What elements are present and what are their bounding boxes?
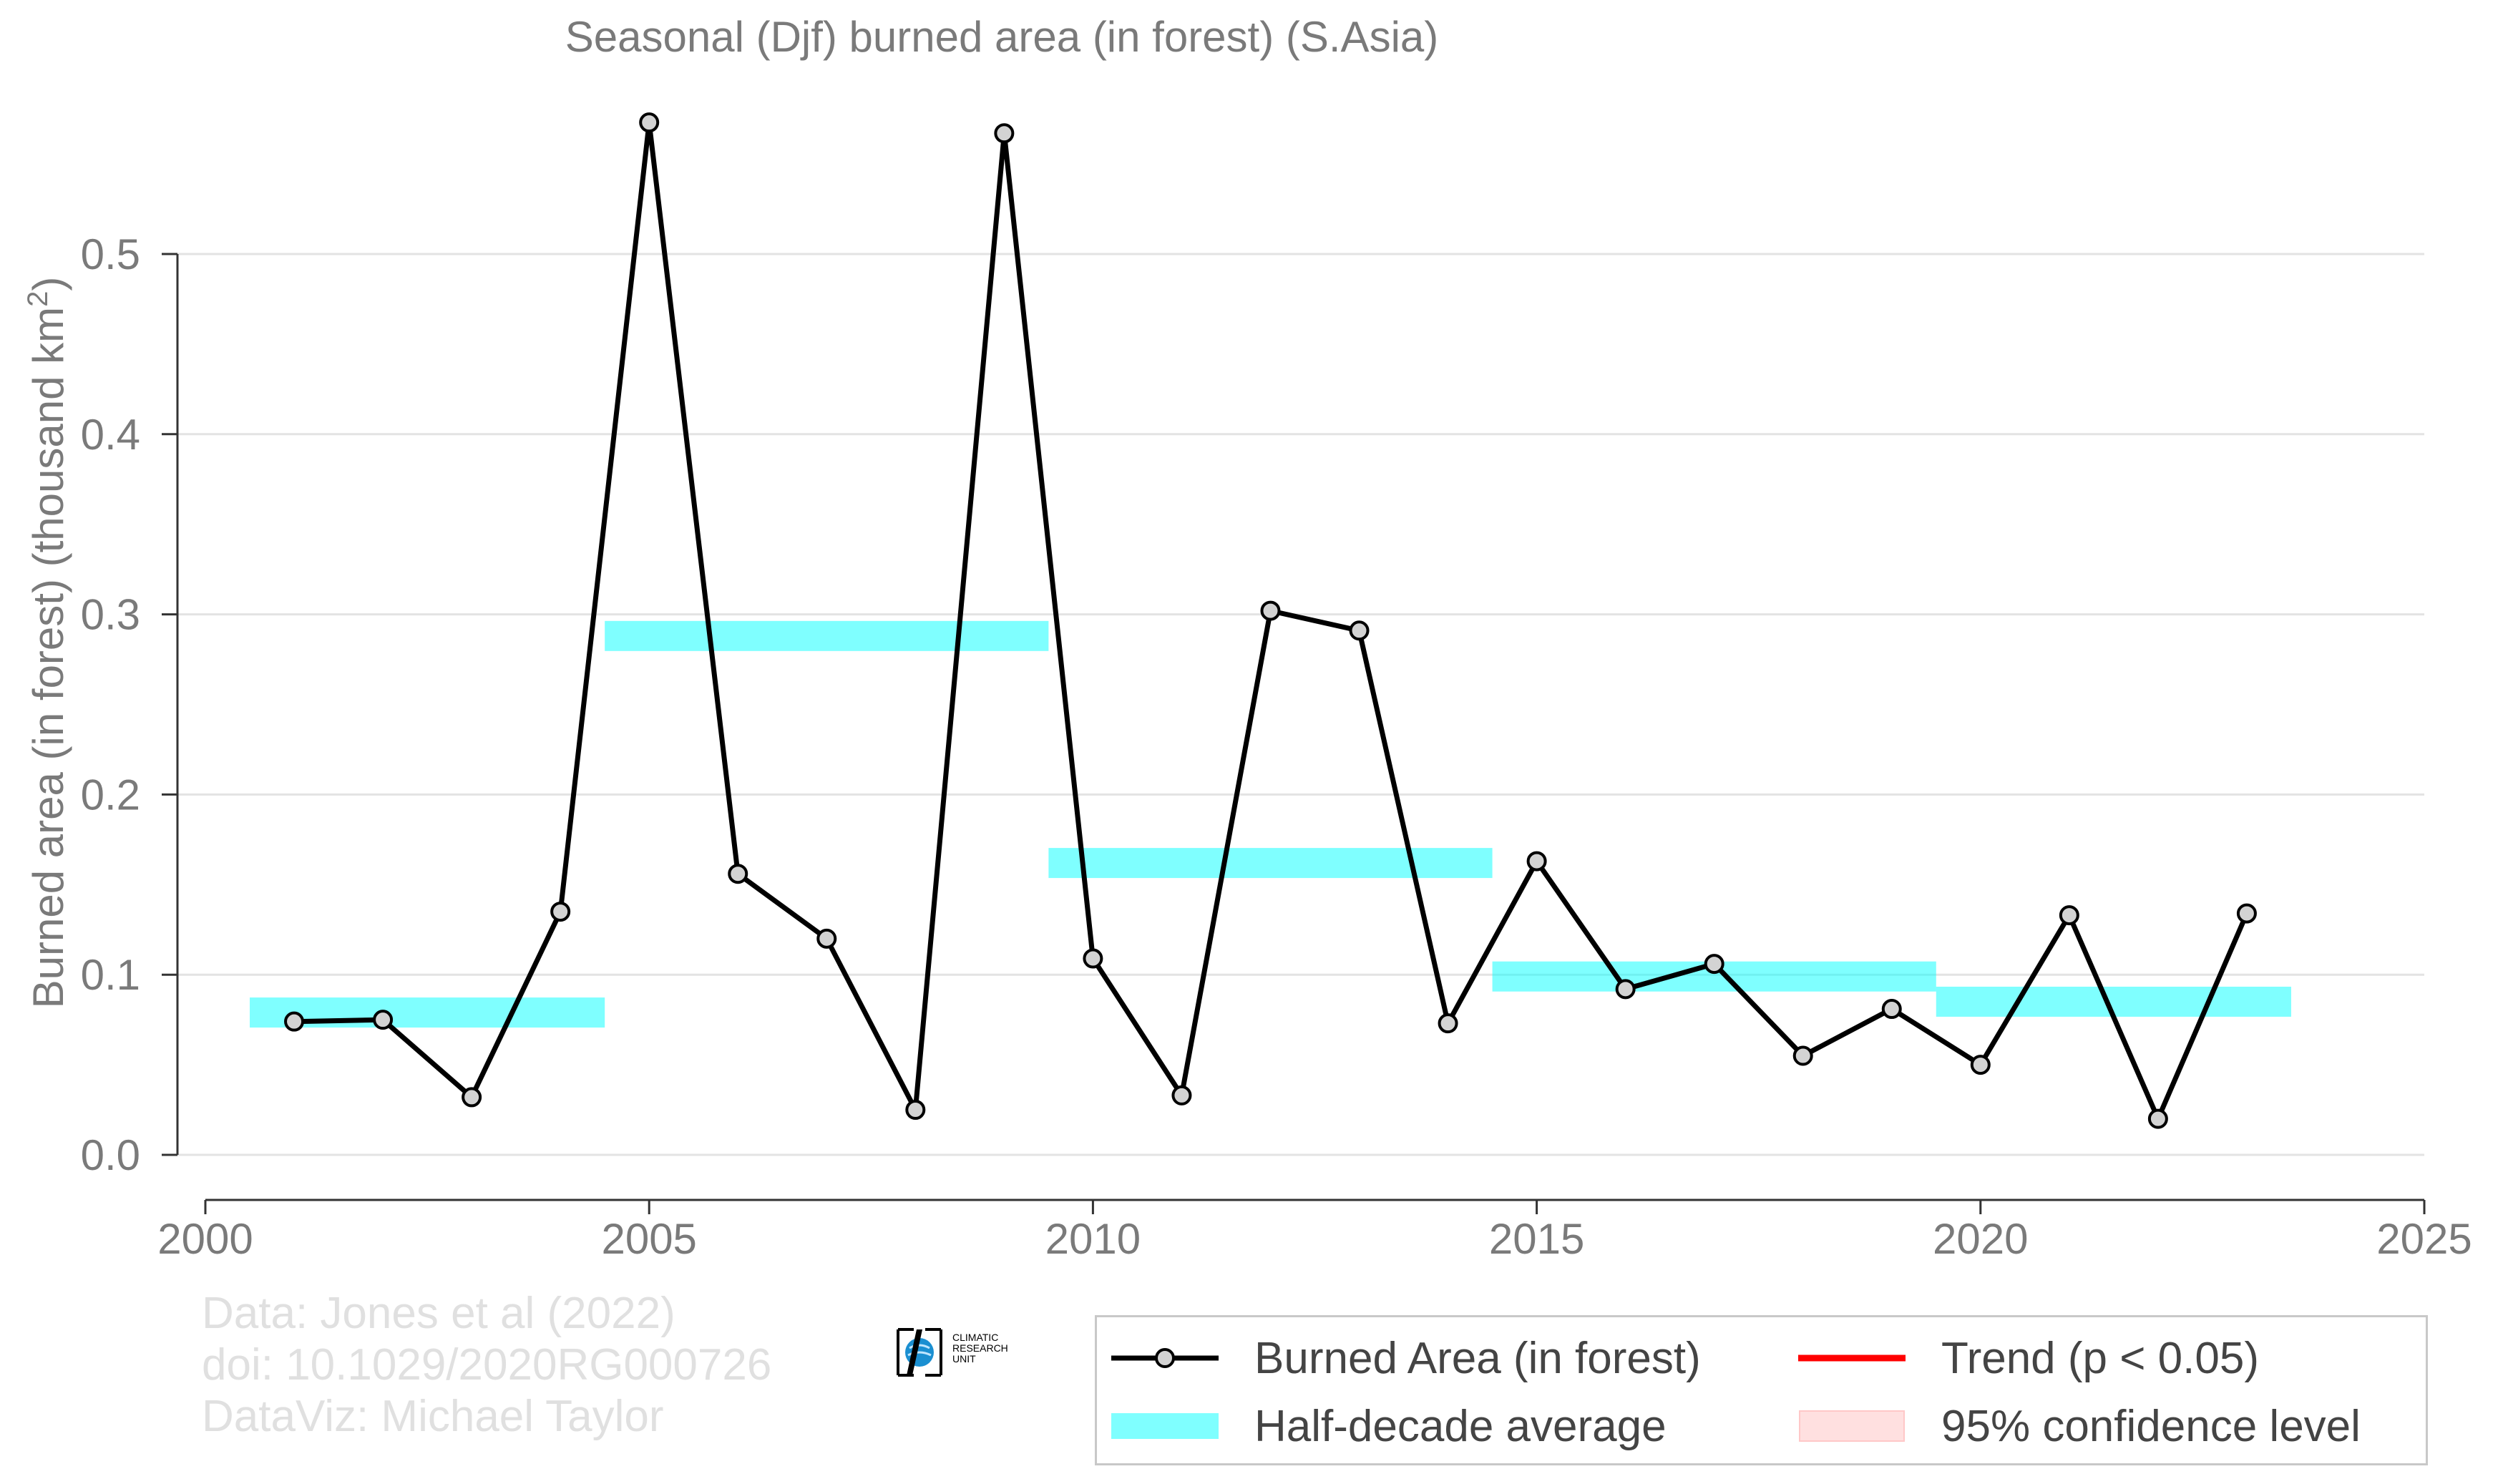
legend-key-confidence-box xyxy=(1798,1394,1906,1458)
legend-label-half-decade: Half-decade average xyxy=(1254,1401,1667,1451)
x-tick-label: 2015 xyxy=(1489,1215,1584,1263)
data-point xyxy=(639,112,660,133)
data-point xyxy=(550,902,571,922)
gridlines xyxy=(177,253,2424,1156)
x-tick-label: 2010 xyxy=(1045,1215,1141,1263)
data-point xyxy=(1792,1045,1813,1066)
x-tick-label: 2005 xyxy=(601,1215,696,1263)
x-tick-label: 2025 xyxy=(2376,1215,2472,1263)
y-tick-label: 0.1 xyxy=(81,951,140,999)
data-point xyxy=(2059,905,2079,926)
credits-data-source: Data: Jones et al (2022) xyxy=(202,1289,675,1338)
data-point xyxy=(1970,1055,1991,1075)
cru-logo-text: CLIMATIC RESEARCH UNIT xyxy=(952,1332,1008,1365)
legend-key-line-marker xyxy=(1111,1326,1219,1390)
half-decade-band xyxy=(1048,848,1493,879)
y-tick-label: 0.2 xyxy=(81,771,140,819)
legend-item-trend: Trend (p < 0.05) xyxy=(1798,1326,2259,1390)
half-decade-band xyxy=(605,620,1049,651)
data-point xyxy=(1881,999,1902,1020)
data-point xyxy=(1704,954,1724,975)
data-point xyxy=(1438,1013,1458,1034)
data-point xyxy=(1615,979,1636,1000)
logo-line-2: RESEARCH xyxy=(952,1342,1008,1354)
y-tick-label: 0.0 xyxy=(81,1131,140,1179)
data-point xyxy=(373,1010,394,1030)
logo-line-3: UNIT xyxy=(952,1353,976,1365)
data-point xyxy=(1526,851,1547,872)
half-decade-bands xyxy=(250,620,2291,1028)
legend-item-burned-area: Burned Area (in forest) xyxy=(1111,1326,1701,1390)
logo-line-1: CLIMATIC xyxy=(952,1332,999,1343)
chart-title: Seasonal (Djf) burned area (in forest) (… xyxy=(565,13,1439,61)
data-point xyxy=(816,928,837,949)
legend-label-burned-area: Burned Area (in forest) xyxy=(1254,1333,1701,1383)
credits: Data: Jones et al (2022) doi: 10.1029/20… xyxy=(202,1288,771,1442)
data-point xyxy=(994,123,1015,144)
cru-globe-icon xyxy=(897,1328,942,1377)
credits-doi: doi: 10.1029/2020RG000726 xyxy=(202,1340,772,1390)
y-tick-label: 0.4 xyxy=(81,411,140,459)
data-point xyxy=(1083,948,1103,969)
legend-key-band xyxy=(1111,1394,1219,1458)
credits-dataviz: DataViz: Michael Taylor xyxy=(202,1392,664,1441)
data-point xyxy=(1349,620,1370,641)
x-tick-label: 2020 xyxy=(1933,1215,2028,1263)
y-axis-label: Burned area (in forest) (thousand km2) xyxy=(22,277,72,1009)
legend: Burned Area (in forest) Half-decade aver… xyxy=(1095,1315,2428,1465)
data-point xyxy=(462,1087,482,1108)
burned-area-points xyxy=(284,112,2257,1129)
legend-key-trend-line xyxy=(1798,1326,1906,1390)
legend-item-half-decade: Half-decade average xyxy=(1111,1394,1667,1458)
legend-label-confidence: 95% confidence level xyxy=(1941,1401,2361,1451)
legend-label-trend: Trend (p < 0.05) xyxy=(1941,1333,2259,1383)
data-point xyxy=(284,1011,305,1032)
axes: 0.0 0.1 0.2 0.3 0.4 0.5 2000 2005 2010 2015 2020 20… xyxy=(81,230,2472,1263)
y-tick-label: 0.5 xyxy=(81,230,140,278)
cru-logo: CLIMATIC RESEARCH UNIT xyxy=(891,1324,1023,1382)
data-point xyxy=(1260,600,1281,621)
data-point xyxy=(728,864,748,884)
y-tick-label: 0.3 xyxy=(81,591,140,639)
data-point xyxy=(2236,903,2257,924)
legend-item-confidence: 95% confidence level xyxy=(1798,1394,2361,1458)
data-point xyxy=(1171,1085,1192,1105)
x-tick-label: 2000 xyxy=(157,1215,253,1263)
data-point xyxy=(905,1100,926,1121)
data-point xyxy=(2147,1108,2168,1129)
